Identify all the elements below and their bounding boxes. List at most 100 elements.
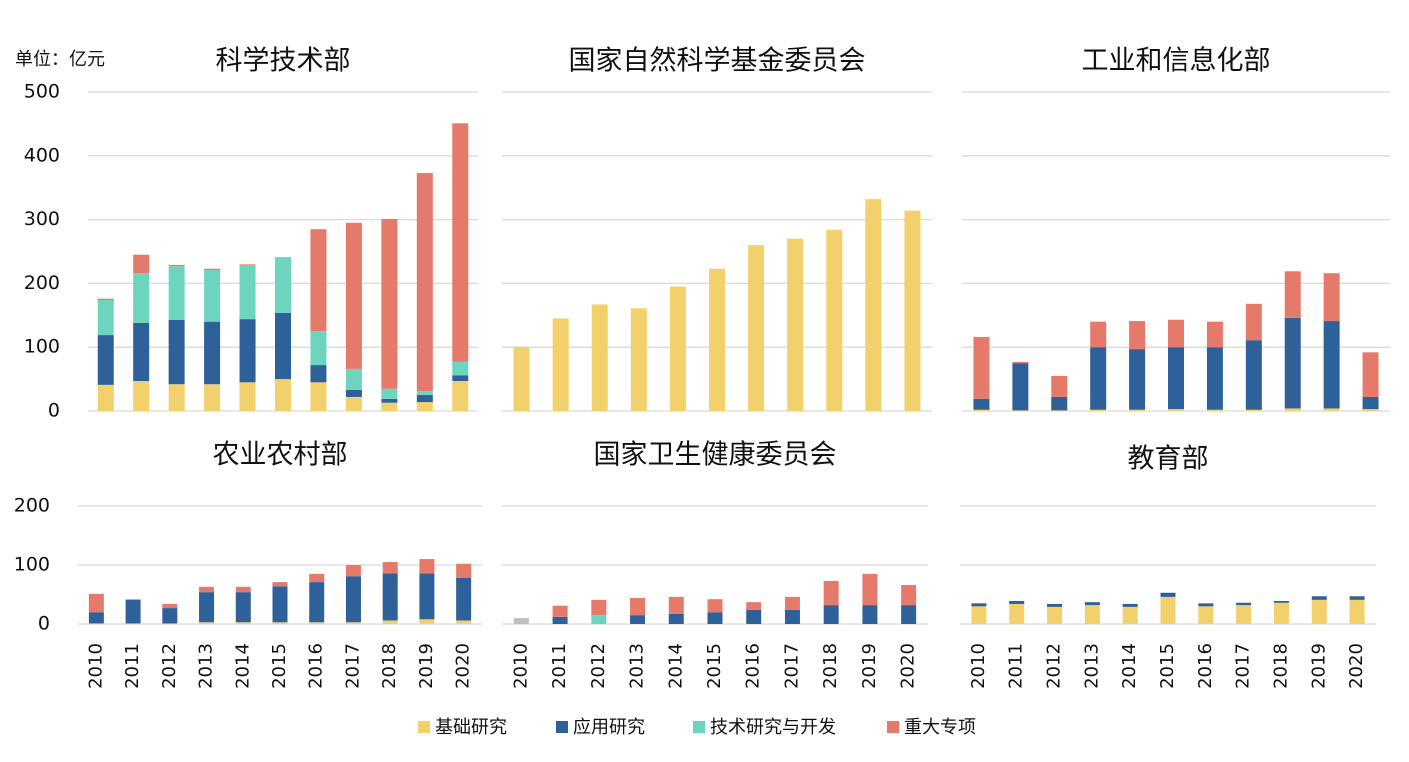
bar (1129, 349, 1146, 410)
bar (1129, 409, 1146, 411)
unit-label: 单位：亿元 (15, 49, 105, 70)
bar (456, 563, 472, 578)
bar (97, 384, 114, 411)
bar (1047, 603, 1063, 607)
bar (1284, 317, 1301, 409)
x-tick-label: 2010 (968, 643, 989, 689)
x-tick-label: 2019 (1308, 643, 1329, 689)
bar (1160, 596, 1176, 624)
x-tick-label: 2012 (159, 643, 180, 689)
bar (345, 368, 362, 390)
bar (591, 599, 607, 616)
x-tick-label: 2020 (1346, 643, 1367, 689)
panel-title: 农业农村部 (213, 440, 348, 471)
bar (1323, 273, 1340, 322)
bar (97, 335, 114, 385)
bar (239, 264, 256, 320)
x-tick-label: 2018 (820, 643, 841, 689)
x-tick-label: 2016 (306, 643, 327, 689)
bar (552, 318, 569, 411)
bar (1198, 603, 1214, 607)
bar (630, 615, 646, 624)
bar (1012, 410, 1029, 411)
bar (345, 565, 361, 577)
panel-title: 国家卫生健康委员会 (594, 440, 837, 471)
bar (1009, 603, 1025, 624)
bar (133, 254, 150, 274)
bar (235, 622, 251, 624)
bar (1323, 321, 1340, 409)
bar (235, 592, 251, 623)
bar (707, 599, 723, 613)
y-tick-label: 200 (24, 272, 60, 294)
y-tick-label: 0 (48, 400, 60, 422)
bar (1090, 347, 1107, 410)
bar (452, 375, 469, 382)
bar (904, 210, 921, 411)
bar (168, 266, 185, 320)
bar (823, 605, 839, 624)
bar (1245, 409, 1262, 411)
bar (382, 620, 398, 624)
bar (275, 257, 291, 313)
x-tick-label: 2013 (196, 643, 217, 689)
bar (310, 331, 327, 366)
x-tick-label: 2015 (269, 643, 290, 689)
bar (416, 391, 433, 396)
bar (823, 580, 839, 606)
bar (1051, 410, 1068, 411)
legend-label: 基础研究 (435, 717, 507, 738)
bar (1349, 596, 1365, 600)
bar (309, 582, 325, 623)
legend-swatch (556, 721, 568, 733)
bar (345, 389, 362, 397)
bar (419, 619, 435, 624)
y-tick-label: 400 (24, 144, 60, 166)
bar (630, 598, 646, 616)
bar (452, 381, 469, 411)
bar (669, 286, 686, 411)
bar (133, 381, 150, 411)
bar (310, 382, 327, 411)
panel-title: 国家自然科学基金委员会 (569, 46, 866, 77)
bar (971, 603, 987, 607)
bar (199, 592, 215, 623)
x-tick-label: 2018 (379, 643, 400, 689)
y-tick-label: 100 (14, 554, 50, 576)
bar (513, 347, 530, 411)
bar (1284, 271, 1301, 318)
bar (310, 365, 327, 383)
bar (199, 622, 215, 624)
bar (1122, 603, 1138, 607)
bar (275, 379, 291, 411)
legend-label: 技术研究与开发 (710, 717, 836, 738)
bar (239, 264, 256, 265)
bar (513, 618, 529, 624)
x-tick-label: 2020 (898, 643, 919, 689)
x-tick-label: 2013 (1081, 643, 1102, 689)
panel-title: 科学技术部 (216, 46, 351, 77)
bar (1206, 347, 1223, 410)
bar (345, 576, 361, 623)
bar (162, 603, 178, 609)
bar (456, 620, 472, 624)
bar (1051, 375, 1068, 397)
bar (1362, 409, 1379, 411)
bar (416, 173, 433, 392)
x-tick-label: 2017 (342, 643, 363, 689)
x-tick-label: 2016 (1195, 643, 1216, 689)
bar (591, 615, 607, 624)
bar (862, 605, 878, 624)
x-tick-label: 2011 (122, 643, 143, 689)
bar (381, 398, 398, 403)
bar (1012, 363, 1029, 411)
bar (1090, 321, 1107, 348)
bar (309, 622, 325, 624)
bar (1012, 361, 1029, 364)
bar (1090, 409, 1107, 411)
bar (1273, 602, 1289, 624)
x-tick-label: 2015 (704, 643, 725, 689)
bar (97, 298, 114, 300)
y-tick-label: 500 (24, 81, 60, 103)
bar (1311, 596, 1327, 600)
